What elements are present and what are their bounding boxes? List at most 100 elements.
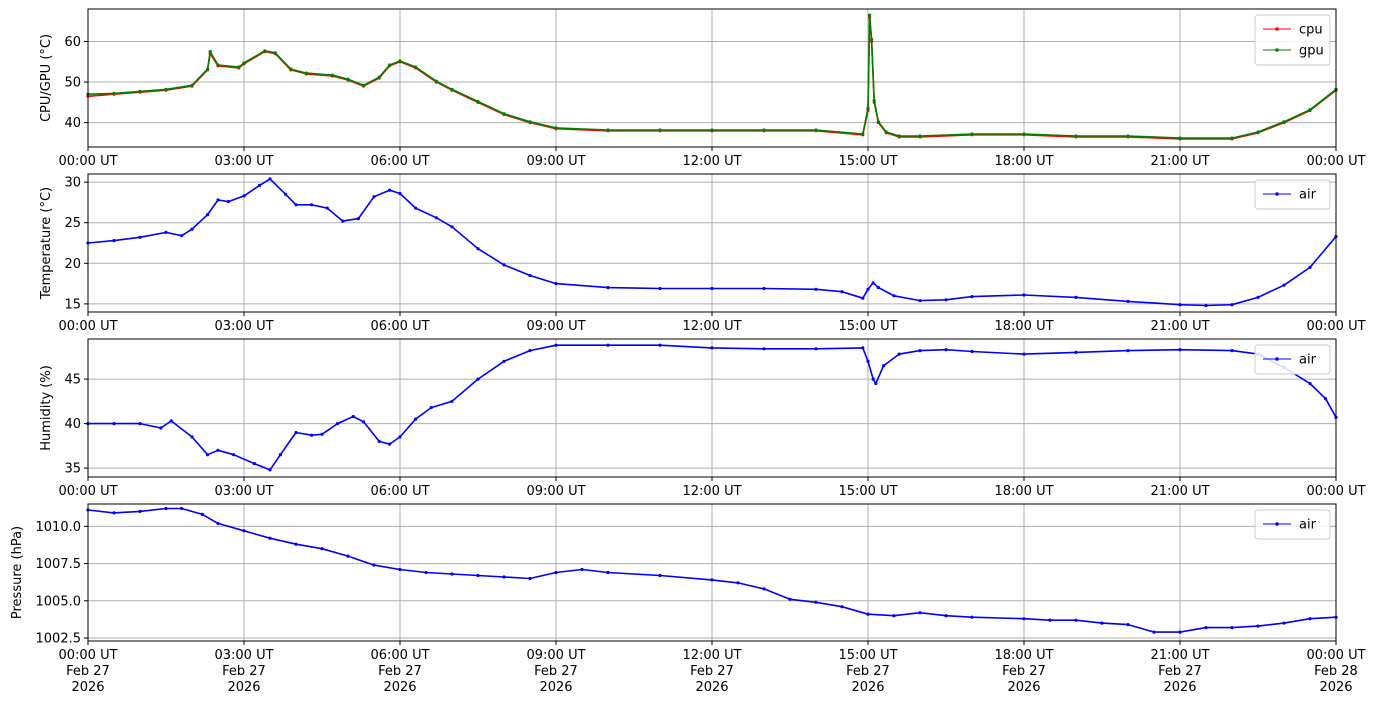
data-point-air bbox=[206, 213, 210, 217]
y-tick-label: 40 bbox=[64, 417, 81, 432]
legend-marker-air bbox=[1275, 522, 1279, 526]
data-point-gpu bbox=[861, 132, 865, 136]
data-point-air bbox=[874, 381, 878, 386]
data-point-gpu bbox=[330, 73, 334, 77]
data-point-air bbox=[876, 286, 881, 290]
x-tick-label: 12:00 UT bbox=[682, 154, 741, 169]
legend-label-air: air bbox=[1299, 518, 1317, 533]
data-point-gpu bbox=[164, 87, 168, 91]
data-point-air bbox=[476, 247, 480, 251]
data-point-air bbox=[814, 287, 818, 291]
data-point-air bbox=[346, 554, 350, 558]
x-tick-label: 18:00 UT bbox=[994, 319, 1053, 334]
data-point-air bbox=[502, 359, 506, 363]
data-point-air bbox=[320, 547, 324, 551]
data-point-gpu bbox=[190, 83, 194, 87]
x-tick-label: 21:00 UT bbox=[1150, 648, 1209, 663]
x-tick-label: 2026 bbox=[227, 680, 260, 695]
data-point-air bbox=[1178, 303, 1182, 307]
x-tick-label: 12:00 UT bbox=[682, 484, 741, 499]
data-point-gpu bbox=[1074, 134, 1078, 138]
data-point-air bbox=[918, 349, 922, 353]
legend: air bbox=[1254, 509, 1331, 540]
data-point-gpu bbox=[554, 126, 558, 130]
data-point-air bbox=[606, 343, 610, 347]
data-point-gpu bbox=[377, 75, 381, 79]
data-point-gpu bbox=[206, 67, 210, 71]
x-tick-label: 12:00 UT bbox=[682, 319, 741, 334]
data-point-air bbox=[414, 206, 418, 210]
x-tick-label: 2026 bbox=[383, 680, 416, 695]
data-point-air bbox=[871, 377, 875, 381]
data-point-air bbox=[1230, 626, 1234, 630]
data-point-air bbox=[554, 570, 558, 575]
legend-label-gpu: gpu bbox=[1299, 44, 1324, 59]
data-point-air bbox=[341, 219, 345, 223]
x-tick-label: 2026 bbox=[851, 680, 884, 695]
y-tick-label: 1010.0 bbox=[36, 520, 82, 535]
data-point-gpu bbox=[658, 128, 662, 132]
x-tick-label: 15:00 UT bbox=[838, 648, 897, 663]
data-point-gpu bbox=[762, 128, 766, 132]
data-point-gpu bbox=[263, 49, 267, 53]
panel-1: 00:00 UT 03:00 UT 06:00 UT 09:00 UT 12:00 UT… bbox=[39, 8, 1366, 169]
data-point-air bbox=[1230, 303, 1234, 307]
data-point-air bbox=[658, 286, 662, 291]
data-point-air bbox=[554, 343, 558, 347]
data-point-air bbox=[372, 195, 376, 199]
data-point-air bbox=[554, 282, 558, 286]
data-point-air bbox=[1256, 624, 1260, 628]
x-tick-label: 09:00 UT bbox=[526, 648, 585, 663]
y-tick-label: 50 bbox=[64, 76, 81, 91]
axes-frame bbox=[87, 173, 1337, 313]
data-point-air bbox=[710, 286, 714, 291]
data-point-air bbox=[944, 614, 948, 618]
data-point-air bbox=[580, 567, 584, 572]
data-point-air bbox=[325, 206, 329, 210]
data-point-air bbox=[1022, 293, 1026, 297]
y-tick-label: 30 bbox=[64, 176, 81, 191]
data-point-air bbox=[1282, 283, 1286, 287]
data-point-gpu bbox=[237, 65, 241, 69]
data-point-gpu bbox=[1256, 130, 1260, 134]
data-point-air bbox=[1178, 630, 1182, 634]
data-point-air bbox=[710, 578, 714, 582]
data-point-gpu bbox=[1126, 134, 1130, 138]
data-point-air bbox=[268, 536, 272, 540]
series-air bbox=[86, 177, 1338, 308]
y-axis-label: Temperature (°C) bbox=[39, 187, 54, 300]
data-point-air bbox=[658, 573, 662, 578]
data-point-air bbox=[242, 529, 246, 533]
data-point-gpu bbox=[870, 37, 874, 42]
data-point-air bbox=[414, 417, 418, 421]
data-point-air bbox=[1048, 618, 1052, 622]
legend-box bbox=[1254, 179, 1331, 210]
data-point-air bbox=[216, 521, 220, 526]
data-point-air bbox=[310, 433, 314, 437]
y-tick-label: 45 bbox=[64, 373, 81, 388]
data-point-air bbox=[320, 432, 324, 436]
x-tick-label: Feb 27 bbox=[1002, 664, 1046, 679]
data-point-gpu bbox=[1308, 108, 1312, 112]
panel-3: 00:00 UT 03:00 UT 06:00 UT 09:00 UT 12:00 UT… bbox=[39, 338, 1366, 499]
y-axis-label: CPU/GPU (°C) bbox=[39, 34, 54, 122]
data-point-air bbox=[1308, 381, 1312, 386]
legend-marker-cpu bbox=[1275, 27, 1279, 31]
data-point-air bbox=[710, 346, 714, 350]
axes-frame bbox=[87, 503, 1337, 642]
data-point-air bbox=[814, 347, 818, 351]
data-point-air bbox=[190, 435, 194, 439]
x-tick-label: 00:00 UT bbox=[1306, 484, 1365, 499]
data-point-air bbox=[918, 611, 922, 615]
data-point-gpu bbox=[216, 63, 220, 67]
data-point-air bbox=[892, 294, 896, 298]
legend-box bbox=[1254, 14, 1331, 66]
data-point-air bbox=[476, 377, 480, 381]
data-point-air bbox=[1074, 350, 1078, 354]
x-tick-label: 12:00 UT bbox=[682, 648, 741, 663]
data-point-air bbox=[169, 419, 173, 423]
data-point-air bbox=[762, 587, 766, 591]
data-point-air bbox=[180, 506, 184, 511]
data-point-air bbox=[814, 600, 818, 604]
series-gpu bbox=[86, 13, 1338, 140]
